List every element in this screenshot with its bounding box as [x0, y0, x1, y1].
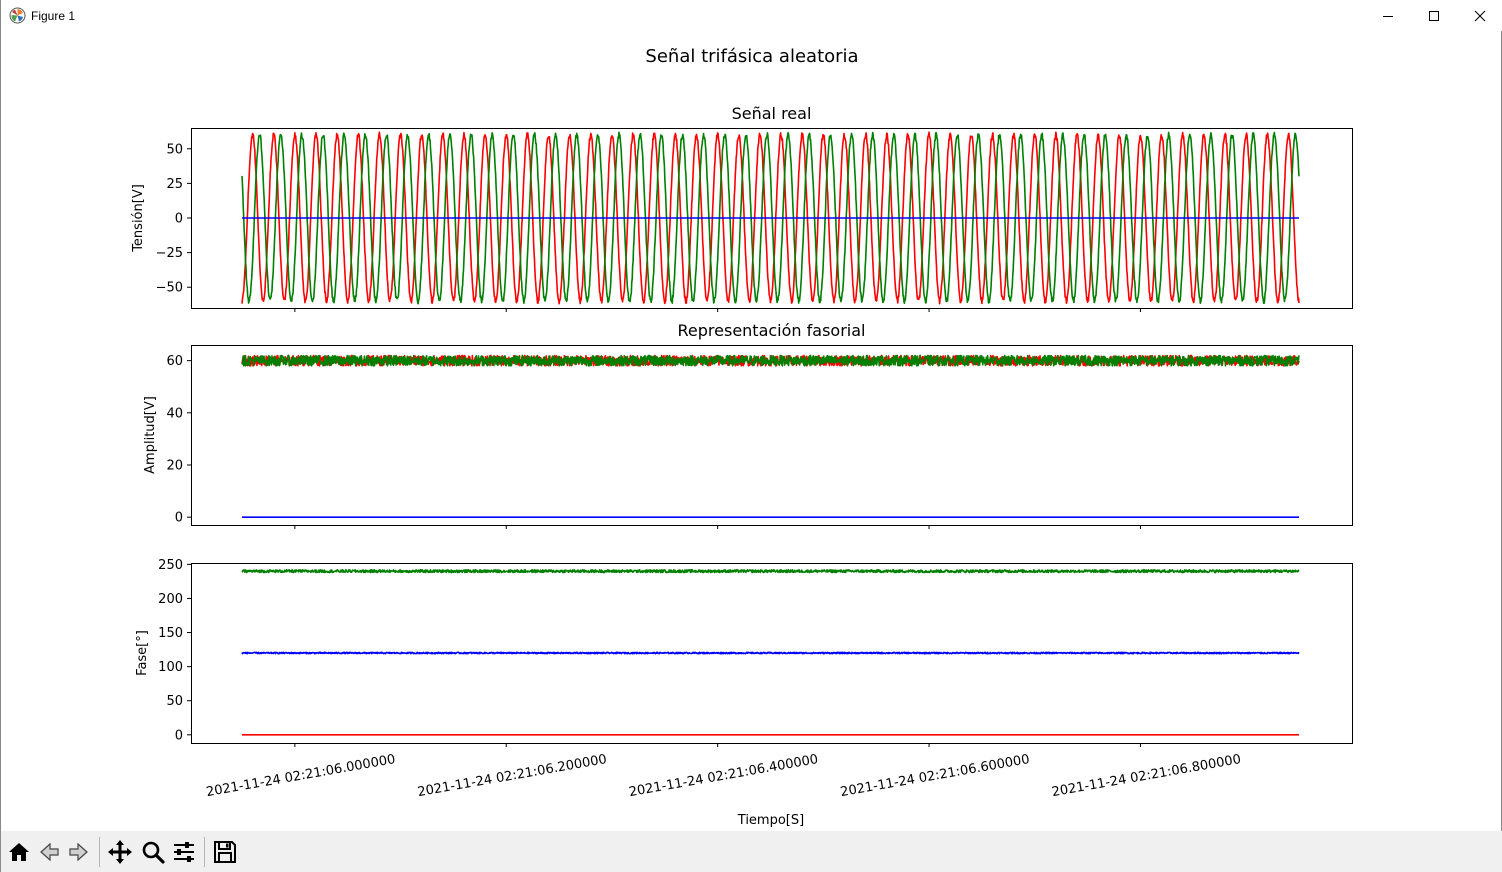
y-tick-label: 200 — [158, 592, 183, 607]
forward-arrow-icon — [69, 842, 88, 862]
subplot-title: Representación fasorial — [678, 321, 866, 340]
axes-frame — [191, 563, 1353, 744]
toolbar-separator — [204, 837, 205, 867]
axes-frame — [191, 345, 1353, 526]
series-line-1 — [241, 569, 1300, 574]
close-icon — [1474, 10, 1486, 21]
configure-subplots-icon — [174, 842, 194, 862]
x-tick-label: 2021-11-24 02:21:06.400000 — [628, 752, 820, 800]
y-tick-label: −50 — [156, 281, 183, 296]
y-tick-label: 50 — [166, 142, 183, 157]
zoom-button[interactable] — [138, 837, 168, 867]
y-tick-label: −25 — [156, 246, 183, 261]
y-tick-label: 0 — [175, 212, 183, 227]
maximize-button[interactable] — [1411, 0, 1457, 31]
subplot-title: Señal real — [732, 104, 812, 123]
matplotlib-logo-icon — [9, 7, 26, 24]
home-button[interactable] — [4, 837, 34, 867]
y-tick-label: 0 — [175, 728, 183, 743]
close-button[interactable] — [1457, 0, 1502, 31]
axes-frame — [191, 128, 1353, 309]
navigation-toolbar — [1, 831, 1502, 872]
configure-subplots-button[interactable] — [169, 837, 199, 867]
y-tick-label: 100 — [158, 660, 183, 675]
minimize-button[interactable] — [1365, 0, 1411, 31]
figure-canvas[interactable]: Señal trifásica aleatoria −50 −25 0 25 50 Seña… — [1, 31, 1502, 831]
pan-button[interactable] — [105, 837, 135, 867]
y-tick-label: 50 — [166, 694, 183, 709]
subplot-1 — [187, 128, 1353, 312]
subplot-2 — [187, 345, 1353, 529]
y-tick-label: 40 — [166, 406, 183, 421]
save-icon — [214, 841, 236, 863]
maximize-icon — [1429, 10, 1439, 21]
y-tick-label: 150 — [158, 626, 183, 641]
title-bar[interactable]: Figure 1 — [1, 0, 1502, 31]
series-line-2 — [241, 131, 1300, 305]
figure-suptitle: Señal trifásica aleatoria — [645, 46, 858, 67]
y-tick-label: 20 — [166, 459, 183, 474]
y-axis-label: Fase[°] — [135, 630, 150, 676]
y-axis-label: Amplitud[V] — [143, 396, 158, 474]
y-tick-label: 0 — [175, 511, 183, 526]
x-tick-label: 2021-11-24 02:21:06.800000 — [1051, 752, 1243, 800]
forward-button[interactable] — [64, 837, 94, 867]
toolbar-separator — [99, 837, 100, 867]
x-tick-label: 2021-11-24 02:21:06.000000 — [205, 752, 397, 800]
pan-icon — [108, 840, 132, 864]
y-axis-label: Tensión[V] — [131, 184, 146, 253]
x-tick-label: 2021-11-24 02:21:06.600000 — [839, 752, 1031, 800]
series-line-2 — [241, 651, 1300, 655]
y-tick-label: 250 — [158, 558, 183, 573]
y-tick-label: 25 — [166, 177, 183, 192]
y-tick-label: 60 — [166, 354, 183, 369]
zoom-icon — [142, 841, 165, 864]
back-arrow-icon — [40, 842, 59, 862]
series-line-2 — [241, 354, 1300, 367]
minimize-icon — [1383, 15, 1393, 17]
x-tick-label: 2021-11-24 02:21:06.200000 — [416, 752, 608, 800]
x-axis-label: Tiempo[S] — [737, 813, 804, 828]
home-icon — [9, 843, 29, 861]
subplot-3 — [187, 563, 1353, 747]
back-button[interactable] — [34, 837, 64, 867]
save-button[interactable] — [210, 837, 240, 867]
window-title: Figure 1 — [31, 9, 76, 23]
